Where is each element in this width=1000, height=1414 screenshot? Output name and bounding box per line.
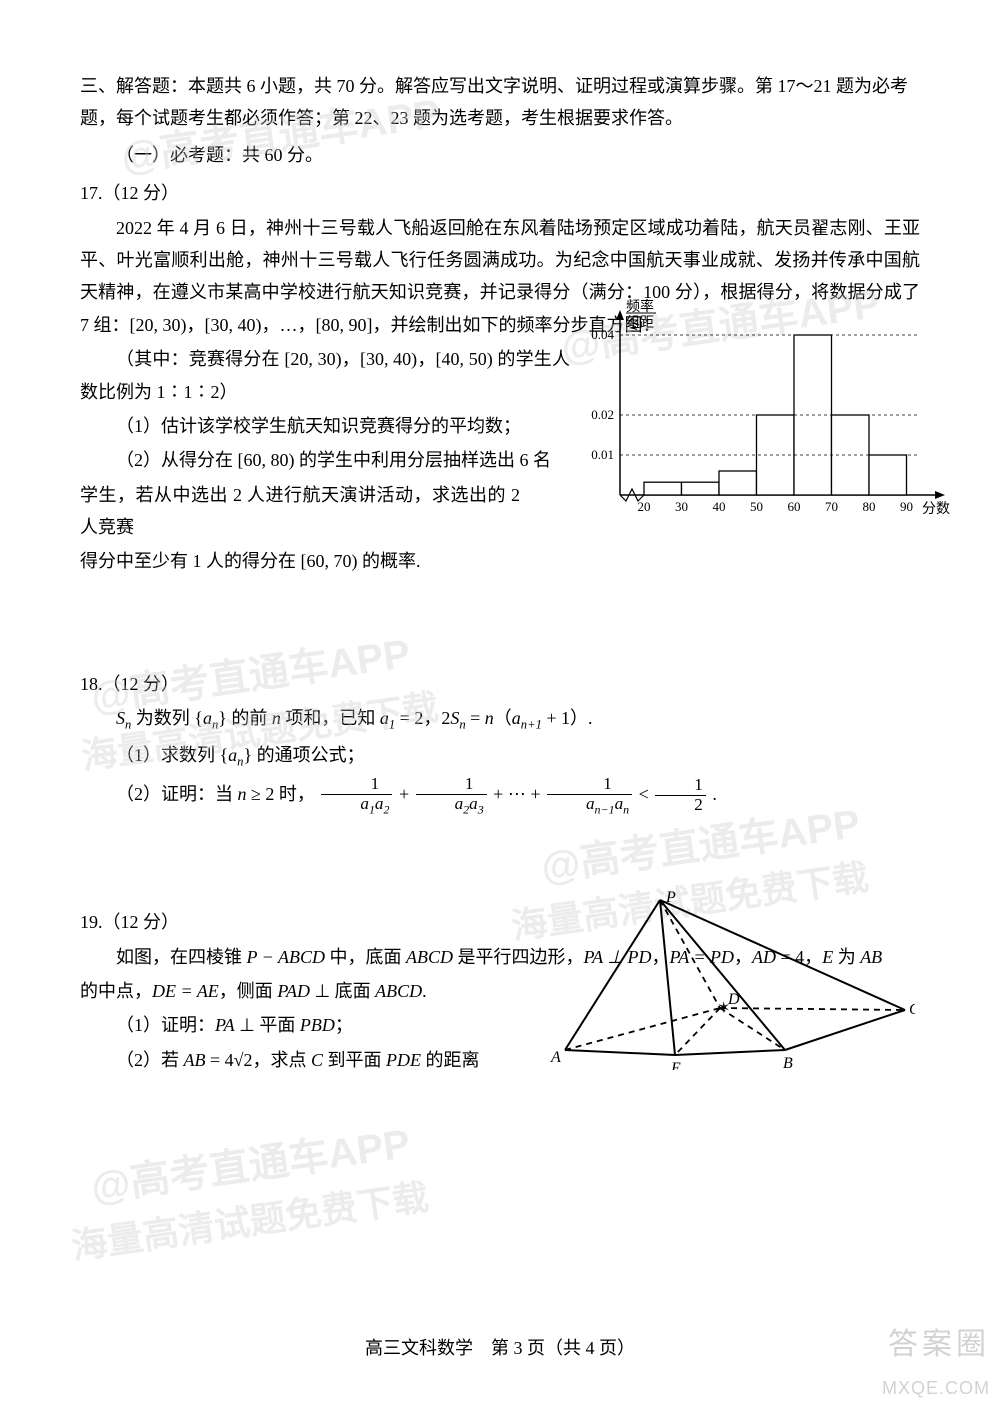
- section-subheader: （一）必考题：共 60 分。: [80, 139, 920, 171]
- svg-text:E: E: [670, 1060, 681, 1070]
- svg-text:分数: 分数: [922, 501, 950, 517]
- svg-text:60: 60: [788, 499, 801, 514]
- svg-text:组距: 组距: [626, 315, 654, 331]
- svg-text:C: C: [909, 1001, 915, 1018]
- svg-text:80: 80: [863, 499, 876, 514]
- q19-sub2: （2）若 AB = 4√2，求点 C 到平面 PDE 的距离: [80, 1044, 520, 1076]
- svg-text:D: D: [727, 991, 740, 1008]
- q18-number: 18.（12 分）: [80, 668, 920, 700]
- q17-sub2a: （2）从得分在 [60, 80) 的学生中利用分层抽样选出 6 名: [80, 444, 570, 476]
- svg-text:90: 90: [900, 499, 913, 514]
- q19-p2: 的中点，DE = AE，侧面 PAD ⊥ 底面 ABCD.: [80, 975, 520, 1007]
- watermark: 海量高清试题免费下载: [67, 1165, 433, 1279]
- q17-number: 17.（12 分）: [80, 177, 920, 209]
- svg-text:0.04: 0.04: [591, 327, 614, 342]
- question-18: 18.（12 分） Sn 为数列 {an} 的前 n 项和，已知 a1 = 2，…: [80, 668, 920, 816]
- q18-sub1: （1）求数列 {an} 的通项公式；: [80, 739, 920, 773]
- histogram-chart: 频率组距分数 0.04 0.02 0.01 20 30 40 50 60 70 80 90: [570, 295, 950, 525]
- svg-text:40: 40: [713, 499, 726, 514]
- svg-text:30: 30: [675, 499, 688, 514]
- q18-p1: Sn 为数列 {an} 的前 n 项和，已知 a1 = 2，2Sn = n（an…: [80, 702, 920, 736]
- exam-page: @高考直通车APP @高考直通车APP @高考直通车APP 海量高清试题免费下载…: [0, 0, 1000, 1414]
- svg-text:50: 50: [750, 499, 763, 514]
- svg-text:P: P: [665, 890, 676, 906]
- q19-sub1: （1）证明：PA ⊥ 平面 PBD；: [80, 1009, 520, 1041]
- svg-text:B: B: [783, 1055, 793, 1070]
- q17-sub2b: 学生，若从中选出 2 人进行航天演讲活动，求选出的 2 人竞赛: [80, 479, 520, 544]
- corner-watermark: 答案圈 MXQE.COM: [882, 1318, 990, 1404]
- svg-text:20: 20: [638, 499, 651, 514]
- q17-sub1: （1）估计该学校学生航天知识竞赛得分的平均数；: [80, 410, 570, 442]
- svg-text:A: A: [550, 1049, 561, 1066]
- svg-text:70: 70: [825, 499, 838, 514]
- svg-text:频率: 频率: [626, 298, 654, 315]
- q18-sub2: （2）证明：当 n ≥ 2 时， 1a1a2 + 1a2a3 + ⋯ + 1an…: [80, 775, 920, 816]
- page-footer: 高三文科数学 第 3 页（共 4 页）: [0, 1332, 1000, 1364]
- svg-text:0.02: 0.02: [591, 407, 614, 422]
- watermark: @高考直通车APP: [87, 1108, 415, 1224]
- section-header: 三、解答题：本题共 6 小题，共 70 分。解答应写出文字说明、证明过程或演算步…: [80, 70, 920, 135]
- q17-p2: （其中：竞赛得分在 [20, 30)，[30, 40)，[40, 50) 的学生…: [80, 343, 570, 408]
- q17-sub2c: 得分中至少有 1 人的得分在 [60, 70) 的概率.: [80, 545, 520, 577]
- svg-text:0.01: 0.01: [591, 447, 614, 462]
- pyramid-figure: ✶PAEBCD: [545, 890, 915, 1070]
